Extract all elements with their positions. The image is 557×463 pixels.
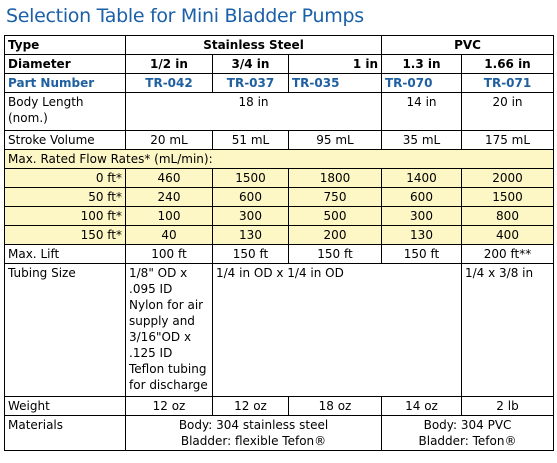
flow-value: 300 <box>212 206 289 226</box>
stroke-volume-row: Stroke Volume 20 mL 51 mL 95 mL 35 mL 17… <box>4 130 555 150</box>
flow-value: 130 <box>212 225 289 245</box>
flow-row: 100 ft* 100 300 500 300 800 <box>4 206 555 226</box>
diameter-value: 1.66 in <box>460 54 555 74</box>
part-number-link[interactable]: TR-070 <box>381 73 462 93</box>
title-bar: Selection Table for Mini Bladder Pumps <box>0 0 557 34</box>
flow-value: 2000 <box>460 168 555 188</box>
flow-value: 200 <box>288 225 382 245</box>
tubing-row: Tubing Size 1/8" OD x .095 ID Nylon for … <box>4 263 555 397</box>
diameter-row: Diameter 1/2 in 3/4 in 1 in 1.3 in 1.66 … <box>4 54 555 74</box>
flow-value: 500 <box>288 206 382 226</box>
page-title: Selection Table for Mini Bladder Pumps <box>6 5 364 27</box>
flow-value: 600 <box>212 187 289 207</box>
max-lift-value: 100 ft <box>125 244 213 264</box>
type-label: Type <box>4 35 126 55</box>
stroke-volume-value: 95 mL <box>288 130 382 150</box>
flow-value: 1800 <box>288 168 382 188</box>
flow-depth-label: 0 ft* <box>4 168 126 188</box>
flow-value: 40 <box>125 225 213 245</box>
materials-row: Materials Body: 304 stainless steel Blad… <box>4 415 555 451</box>
weight-row: Weight 12 oz 12 oz 18 oz 14 oz 2 lb <box>4 396 555 416</box>
flow-depth-label: 50 ft* <box>4 187 126 207</box>
part-number-link[interactable]: TR-042 <box>125 73 213 93</box>
body-length-row: Body Length (nom.) 18 in 14 in 20 in <box>4 92 555 131</box>
body-length-label: Body Length (nom.) <box>4 92 126 131</box>
type-pvc: PVC <box>380 35 555 55</box>
flow-rates-heading: Max. Rated Flow Rates* (mL/min): <box>3 149 555 169</box>
diameter-value: 1/2 in <box>125 54 213 74</box>
flow-value: 750 <box>288 187 382 207</box>
part-number-label: Part Number <box>4 73 126 93</box>
tubing-middle: 1/4 in OD x 1/4 in OD <box>212 263 462 397</box>
tubing-last: 1/4 x 3/8 in <box>460 263 555 397</box>
flow-value: 800 <box>460 206 555 226</box>
flow-depth-label: 100 ft* <box>4 206 126 226</box>
materials-pvc: Body: 304 PVC Bladder: Tefon® <box>380 415 555 451</box>
flow-value: 1400 <box>381 168 462 188</box>
diameter-label: Diameter <box>4 54 126 74</box>
body-length-pvc-1: 14 in <box>381 92 462 131</box>
flow-value: 460 <box>125 168 213 188</box>
diameter-value: 1.3 in <box>381 54 462 74</box>
flow-value: 400 <box>460 225 555 245</box>
diameter-value: 3/4 in <box>212 54 289 74</box>
weight-value: 2 lb <box>460 396 555 416</box>
max-lift-row: Max. Lift 100 ft 150 ft 150 ft 150 ft 20… <box>4 244 555 264</box>
materials-stainless-bladder: Bladder: flexible Tefon® <box>180 434 327 448</box>
body-length-stainless: 18 in <box>125 92 382 131</box>
type-row: Type Stainless Steel PVC <box>4 35 555 55</box>
diameter-value: 1 in <box>288 54 382 74</box>
weight-value: 12 oz <box>212 396 289 416</box>
flow-depth-label: 150 ft* <box>4 225 126 245</box>
tubing-first: 1/8" OD x .095 ID Nylon for air supply a… <box>125 263 213 397</box>
max-lift-value: 150 ft <box>288 244 382 264</box>
part-number-row: Part Number TR-042 TR-037 TR-035 TR-070 … <box>4 73 555 93</box>
flow-value: 100 <box>125 206 213 226</box>
materials-stainless-body: Body: 304 stainless steel <box>178 418 329 432</box>
stroke-volume-label: Stroke Volume <box>4 130 126 150</box>
body-length-pvc-2: 20 in <box>460 92 555 131</box>
part-number-link[interactable]: TR-035 <box>288 73 382 93</box>
stroke-volume-value: 35 mL <box>381 130 462 150</box>
part-number-link[interactable]: TR-071 <box>460 73 555 93</box>
weight-label: Weight <box>4 396 126 416</box>
selection-table: Type Stainless Steel PVC Diameter 1/2 in… <box>3 35 555 451</box>
weight-value: 18 oz <box>288 396 382 416</box>
part-number-link[interactable]: TR-037 <box>212 73 289 93</box>
stroke-volume-value: 20 mL <box>125 130 213 150</box>
max-lift-label: Max. Lift <box>4 244 126 264</box>
max-lift-value: 150 ft <box>381 244 462 264</box>
weight-value: 14 oz <box>381 396 462 416</box>
flow-value: 240 <box>125 187 213 207</box>
materials-stainless: Body: 304 stainless steel Bladder: flexi… <box>125 415 382 451</box>
tubing-label: Tubing Size <box>4 263 126 397</box>
stroke-volume-value: 51 mL <box>212 130 289 150</box>
type-stainless: Stainless Steel <box>125 35 382 55</box>
flow-value: 1500 <box>460 187 555 207</box>
flow-value: 300 <box>381 206 462 226</box>
flow-row: 50 ft* 240 600 750 600 1500 <box>4 187 555 207</box>
flow-header-row: Max. Rated Flow Rates* (mL/min): <box>3 149 555 169</box>
flow-value: 1500 <box>212 168 289 188</box>
flow-value: 130 <box>381 225 462 245</box>
max-lift-value: 150 ft <box>212 244 289 264</box>
weight-value: 12 oz <box>125 396 213 416</box>
stroke-volume-value: 175 mL <box>460 130 555 150</box>
materials-pvc-bladder: Bladder: Tefon® <box>418 434 517 448</box>
flow-row: 150 ft* 40 130 200 130 400 <box>4 225 555 245</box>
materials-pvc-body: Body: 304 PVC <box>423 418 512 432</box>
max-lift-value: 200 ft** <box>460 244 555 264</box>
flow-row: 0 ft* 460 1500 1800 1400 2000 <box>4 168 555 188</box>
flow-value: 600 <box>381 187 462 207</box>
materials-label: Materials <box>4 415 126 451</box>
